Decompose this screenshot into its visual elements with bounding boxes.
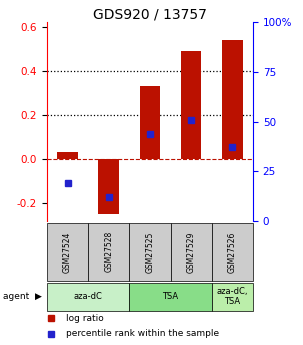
Text: GSM27524: GSM27524 [63, 231, 72, 273]
Text: GSM27528: GSM27528 [104, 231, 113, 273]
Bar [129, 223, 171, 281]
Bar [212, 223, 253, 281]
Text: GSM27526: GSM27526 [228, 231, 237, 273]
Bar [171, 223, 212, 281]
Bar [57, 152, 78, 159]
Text: GSM27529: GSM27529 [187, 231, 196, 273]
Bar [222, 40, 243, 159]
Text: TSA: TSA [162, 292, 179, 301]
Bar [98, 159, 119, 214]
Text: GSM27525: GSM27525 [145, 231, 155, 273]
Bar [212, 283, 253, 310]
Text: aza-dC: aza-dC [74, 292, 103, 301]
Title: GDS920 / 13757: GDS920 / 13757 [93, 7, 207, 21]
Bar [129, 283, 212, 310]
Bar [47, 283, 129, 310]
Text: log ratio: log ratio [65, 314, 103, 323]
Text: percentile rank within the sample: percentile rank within the sample [65, 329, 219, 338]
Text: aza-dC,
TSA: aza-dC, TSA [217, 287, 248, 306]
Text: agent  ▶: agent ▶ [3, 292, 42, 301]
Bar [140, 86, 160, 159]
Bar [88, 223, 129, 281]
Bar [47, 223, 88, 281]
Bar [181, 51, 201, 159]
